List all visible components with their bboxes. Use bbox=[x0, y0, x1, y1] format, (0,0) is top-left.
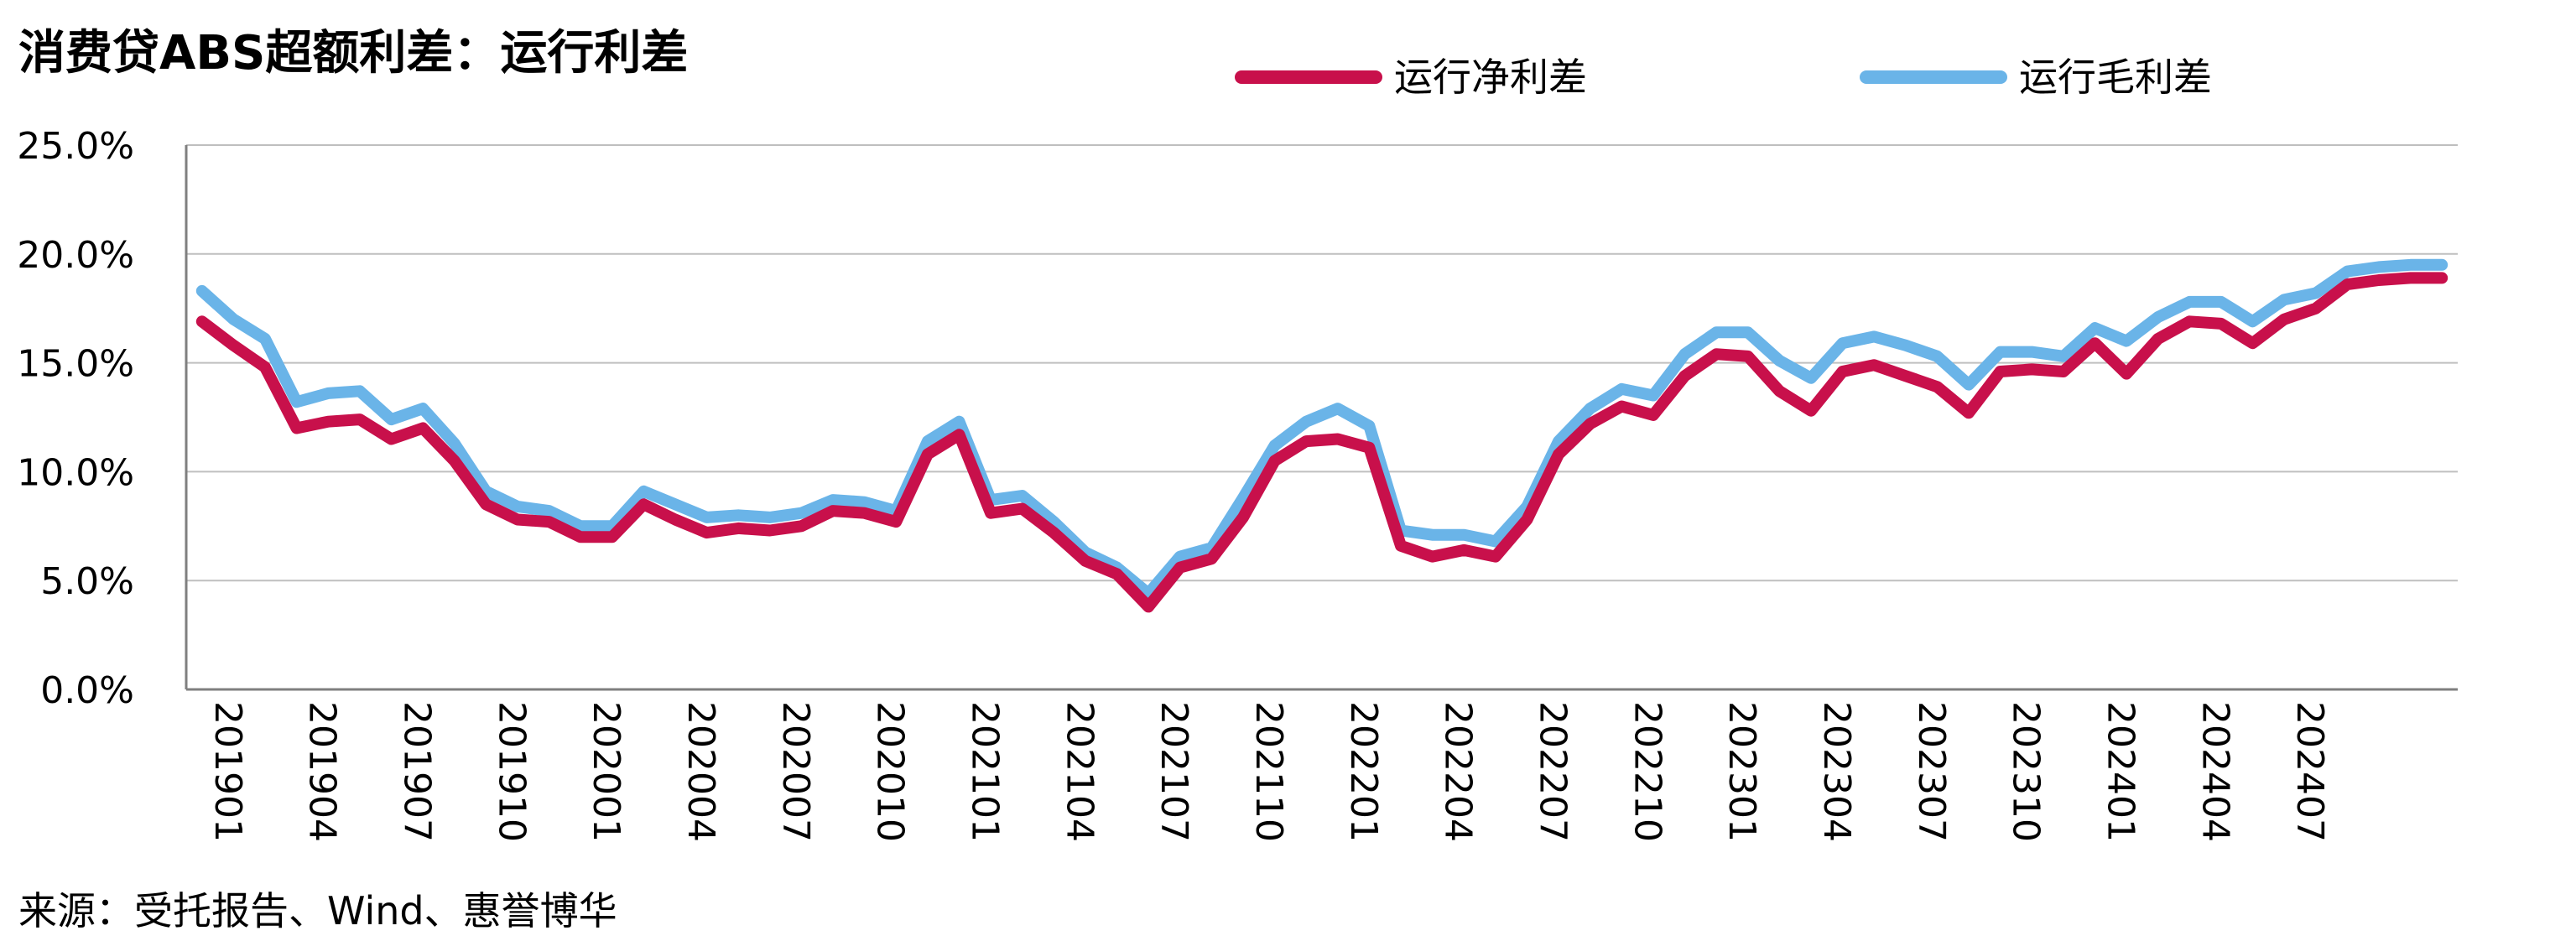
x-tick-label: 202104 bbox=[1058, 701, 1101, 842]
y-tick-label: 15.0% bbox=[17, 343, 134, 386]
gridlines bbox=[186, 144, 2458, 691]
x-tick-label: 202201 bbox=[1342, 701, 1385, 842]
y-tick-label: 20.0% bbox=[17, 234, 134, 277]
x-tick-label: 201901 bbox=[206, 701, 249, 842]
x-tick-label: 202101 bbox=[963, 701, 1006, 842]
x-tick-label: 201910 bbox=[490, 701, 533, 842]
x-tick-label: 202307 bbox=[1910, 701, 1953, 842]
y-tick-label: 0.0% bbox=[40, 669, 134, 712]
x-tick-label: 202401 bbox=[2099, 701, 2141, 842]
series-line bbox=[195, 272, 2449, 613]
x-axis: 201901 201904 201907 201910 202001 202004 2020… bbox=[206, 701, 2331, 842]
y-tick-label: 10.0% bbox=[17, 451, 134, 494]
x-tick-label: 202301 bbox=[1720, 701, 1763, 842]
x-tick-label: 202407 bbox=[2288, 701, 2331, 842]
x-tick-label: 202001 bbox=[585, 701, 627, 842]
series-lines bbox=[195, 258, 2449, 613]
x-tick-label: 202004 bbox=[679, 701, 722, 842]
x-tick-label: 202007 bbox=[774, 701, 817, 842]
x-tick-label: 202107 bbox=[1153, 701, 1195, 842]
y-axis: 0.0% 5.0% 10.0% 15.0% 20.0% 25.0% bbox=[17, 125, 188, 712]
x-tick-label: 201904 bbox=[301, 701, 344, 842]
series-line bbox=[195, 258, 2449, 600]
legend-label: 运行净利差 bbox=[1394, 55, 1587, 100]
x-tick-label: 202404 bbox=[2194, 701, 2236, 842]
legend: 运行净利差 运行毛利差 bbox=[1235, 55, 2212, 100]
x-tick-label: 202310 bbox=[2005, 701, 2048, 842]
x-tick-label: 202207 bbox=[1531, 701, 1574, 842]
x-tick-label: 202304 bbox=[1815, 701, 1858, 842]
x-tick-label: 201907 bbox=[395, 701, 438, 842]
source-note: 来源：受托报告、Wind、惠誉博华 bbox=[18, 888, 617, 933]
x-tick-label: 202204 bbox=[1437, 701, 1480, 842]
y-tick-label: 25.0% bbox=[17, 125, 134, 168]
y-tick-label: 5.0% bbox=[40, 560, 134, 603]
x-tick-label: 202210 bbox=[1626, 701, 1668, 842]
chart-title: 消费贷ABS超额利差：运行利差 bbox=[18, 26, 689, 81]
legend-label: 运行毛利差 bbox=[2019, 55, 2212, 100]
x-tick-label: 202110 bbox=[1247, 701, 1290, 842]
x-tick-label: 202010 bbox=[869, 701, 912, 842]
